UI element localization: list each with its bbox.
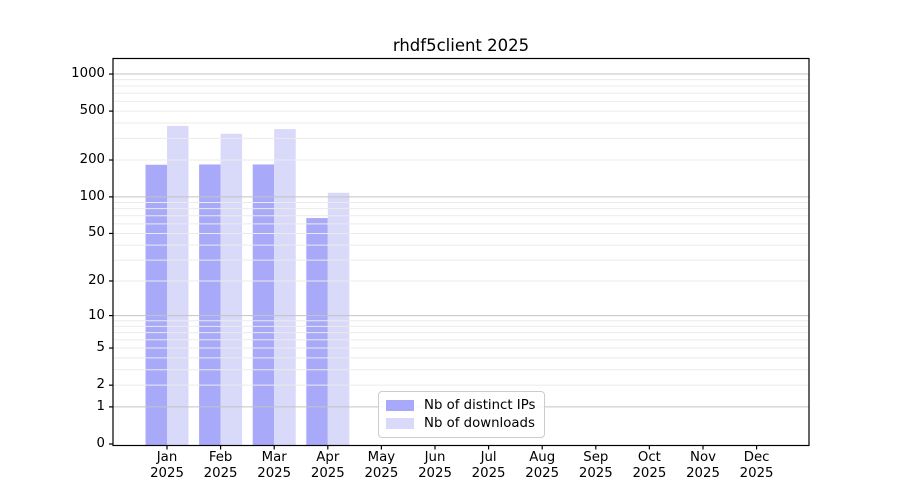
- legend-item-downloads: Nb of downloads: [386, 416, 536, 431]
- y-tick-label-50: 50: [88, 225, 105, 241]
- x-tick-label-aug: Aug 2025: [525, 450, 560, 481]
- plot-border: [112, 57, 810, 447]
- bar-distinct-ips-apr: [306, 218, 328, 445]
- x-tick-label-sep: Sep 2025: [578, 450, 613, 481]
- y-tick-label-10: 10: [88, 307, 105, 323]
- legend-item-distinct-ips: Nb of distinct IPs: [386, 398, 536, 413]
- x-tick-label-feb: Feb 2025: [203, 450, 238, 481]
- y-tick-label-500: 500: [79, 103, 105, 119]
- bar-downloads-mar: [274, 129, 296, 446]
- legend-swatch-distinct-ips: [386, 399, 414, 412]
- x-tick-label-jul: Jul 2025: [471, 450, 506, 481]
- x-tick-label-may: May 2025: [364, 450, 399, 481]
- y-tick-label-2: 2: [96, 377, 105, 393]
- y-tick-label-1000: 1000: [71, 66, 105, 82]
- chart-title: rhdf5client 2025: [392, 36, 530, 55]
- bar-distinct-ips-mar: [252, 164, 275, 445]
- x-tick-label-mar: Mar 2025: [257, 450, 292, 481]
- bar-downloads-feb: [220, 133, 243, 445]
- x-tick-label-oct: Oct 2025: [632, 450, 667, 481]
- y-tick-label-1: 1: [96, 398, 105, 414]
- y-tick-label-5: 5: [96, 340, 105, 356]
- legend-swatch-downloads: [386, 417, 414, 430]
- y-tick-label-200: 200: [79, 152, 105, 168]
- legend-label-downloads: Nb of downloads: [424, 416, 535, 431]
- bar-distinct-ips-jan: [145, 164, 167, 445]
- x-tick-label-apr: Apr 2025: [310, 450, 345, 481]
- legend: Nb of distinct IPs Nb of downloads: [378, 391, 545, 438]
- bar-downloads-apr: [327, 192, 350, 445]
- bar-distinct-ips-feb: [199, 164, 221, 445]
- y-tick-label-100: 100: [79, 188, 105, 204]
- x-tick-label-jan: Jan 2025: [150, 450, 184, 481]
- y-tick-label-20: 20: [88, 272, 105, 288]
- x-tick-label-jun: Jun 2025: [418, 450, 452, 481]
- x-tick-label-nov: Nov 2025: [686, 450, 720, 481]
- x-tick-label-dec: Dec 2025: [739, 450, 774, 481]
- legend-label-distinct-ips: Nb of distinct IPs: [424, 398, 536, 413]
- y-tick-label-0: 0: [96, 436, 105, 451]
- bar-downloads-jan: [167, 125, 189, 445]
